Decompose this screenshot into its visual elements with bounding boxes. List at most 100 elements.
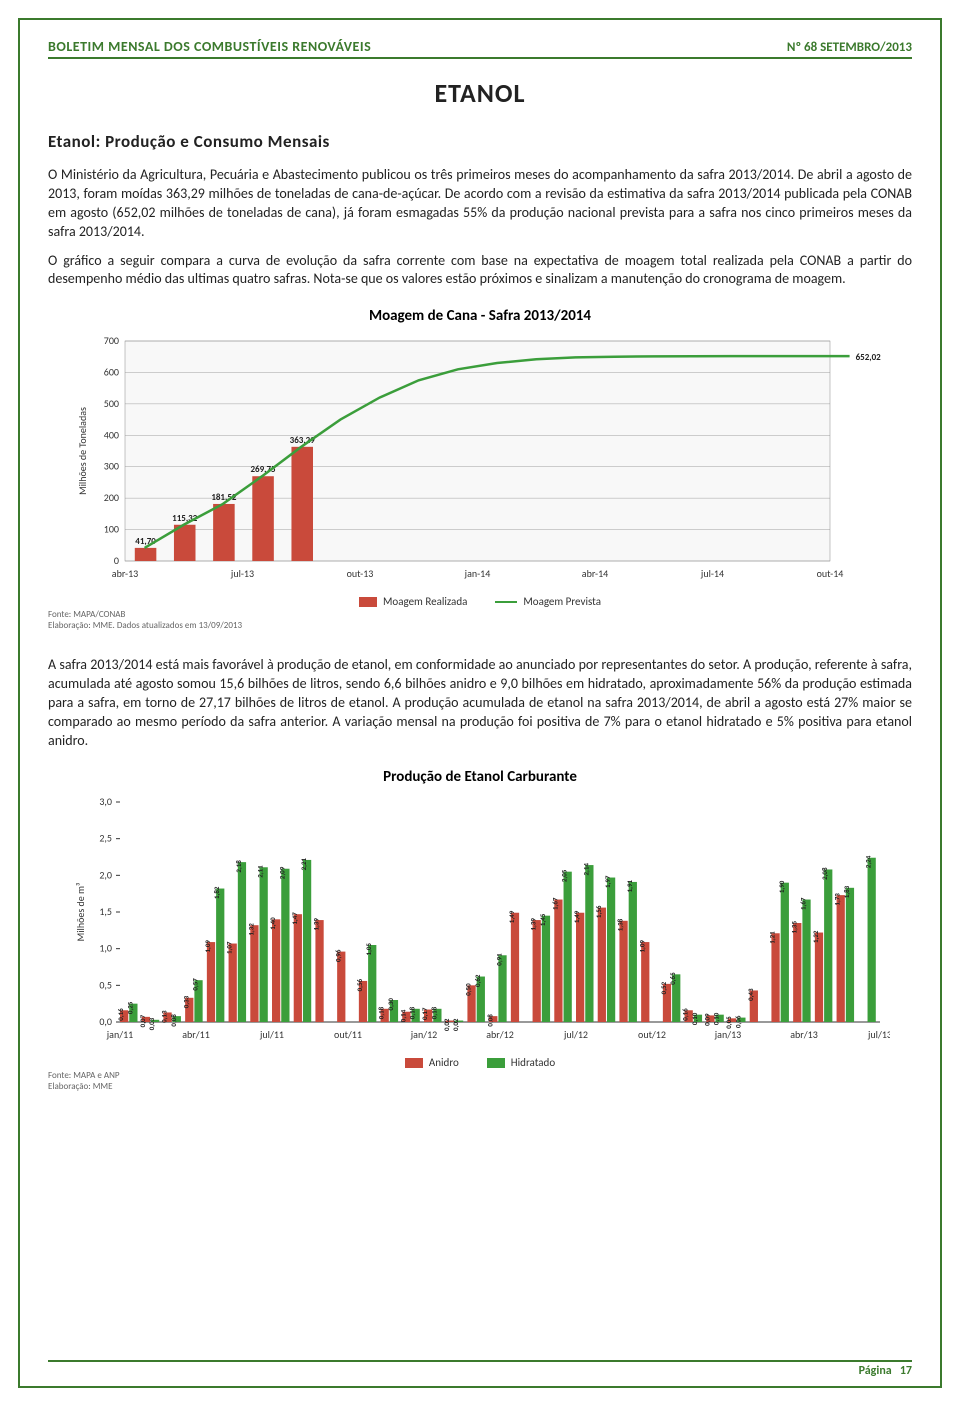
chart2-legend-hidratado: Hidratado <box>487 1056 555 1069</box>
section-title: ETANOL <box>48 77 912 109</box>
svg-text:0,08: 0,08 <box>485 1014 494 1027</box>
svg-text:1,45: 1,45 <box>538 914 547 927</box>
svg-text:jul-14: jul-14 <box>700 567 724 580</box>
footer-page-num: 17 <box>900 1364 912 1378</box>
svg-text:300: 300 <box>104 460 119 473</box>
svg-text:1,49: 1,49 <box>572 911 581 924</box>
footer-label: Página <box>859 1364 892 1378</box>
svg-text:0,33: 0,33 <box>181 996 190 1009</box>
svg-text:out/11: out/11 <box>334 1028 362 1041</box>
svg-text:2,21: 2,21 <box>299 858 308 871</box>
svg-text:1,40: 1,40 <box>268 917 277 930</box>
chart1-legend-bar-label: Moagem Realizada <box>383 595 467 608</box>
svg-text:1,5: 1,5 <box>99 905 112 918</box>
paragraph-2: O gráfico a seguir compara a curva de ev… <box>48 252 912 290</box>
chart1-footer2: Elaboração: MME. Dados atualizados em 13… <box>48 620 242 631</box>
paragraph-1: O Ministério da Agricultura, Pecuária e … <box>48 166 912 242</box>
chart2-svg: 0,00,51,01,52,02,53,0jan/11abr/11jul/11o… <box>70 792 890 1052</box>
chart2-legend-anidro: Anidro <box>405 1056 459 1069</box>
svg-text:jul/12: jul/12 <box>563 1028 588 1041</box>
chart1-legend-line-label: Moagem Prevista <box>523 595 601 608</box>
chart1-footer: Fonte: MAPA/CONAB Elaboração: MME. Dados… <box>48 610 912 632</box>
svg-text:1,91: 1,91 <box>625 880 634 893</box>
svg-text:0,96: 0,96 <box>333 950 342 963</box>
chart2-footer1: Fonte: MAPA e ANP <box>48 1070 120 1081</box>
legend-swatch-bar <box>359 597 377 607</box>
svg-text:0,30: 0,30 <box>386 998 395 1011</box>
svg-text:41,70: 41,70 <box>135 536 156 547</box>
svg-text:0,91: 0,91 <box>495 953 504 966</box>
svg-text:1,73: 1,73 <box>833 893 842 906</box>
svg-text:1,09: 1,09 <box>203 940 212 953</box>
svg-text:1,49: 1,49 <box>507 911 516 924</box>
svg-text:abr/13: abr/13 <box>790 1028 818 1041</box>
svg-text:1,38: 1,38 <box>616 919 625 932</box>
chart2-footer2: Elaboração: MME <box>48 1081 113 1092</box>
svg-text:0,16: 0,16 <box>116 1008 125 1021</box>
svg-text:1,83: 1,83 <box>842 886 851 899</box>
svg-text:0,06: 0,06 <box>733 1016 742 1029</box>
svg-text:0,14: 0,14 <box>398 1010 407 1023</box>
svg-text:0,16: 0,16 <box>681 1008 690 1021</box>
svg-text:0,18: 0,18 <box>408 1007 417 1020</box>
svg-text:1,39: 1,39 <box>529 918 538 931</box>
svg-text:0,65: 0,65 <box>668 972 677 985</box>
svg-text:1,56: 1,56 <box>594 906 603 919</box>
chart1-footer1: Fonte: MAPA/CONAB <box>48 609 125 620</box>
svg-text:1,0: 1,0 <box>99 942 112 955</box>
svg-text:0,43: 0,43 <box>746 988 755 1001</box>
svg-text:0,25: 0,25 <box>125 1002 134 1015</box>
svg-text:700: 700 <box>104 334 119 347</box>
svg-text:0,07: 0,07 <box>138 1015 147 1028</box>
svg-text:0,56: 0,56 <box>355 979 364 992</box>
svg-text:0,17: 0,17 <box>420 1007 429 1020</box>
svg-text:3,0: 3,0 <box>99 795 112 808</box>
svg-text:0: 0 <box>114 554 119 567</box>
legend-swatch-line <box>495 601 517 603</box>
svg-text:1,90: 1,90 <box>777 881 786 894</box>
svg-text:0,02: 0,02 <box>442 1018 451 1031</box>
svg-text:abr/11: abr/11 <box>182 1028 210 1041</box>
svg-text:2,08: 2,08 <box>820 867 829 880</box>
svg-text:0,02: 0,02 <box>451 1018 460 1031</box>
svg-text:abr-13: abr-13 <box>112 567 138 580</box>
chart1-title: Moagem de Cana - Safra 2013/2014 <box>48 307 912 325</box>
chart2-footer: Fonte: MAPA e ANP Elaboração: MME <box>48 1071 912 1093</box>
svg-text:0,0: 0,0 <box>99 1015 112 1028</box>
svg-text:1,39: 1,39 <box>312 918 321 931</box>
svg-text:1,22: 1,22 <box>811 930 820 943</box>
chart2-legend-anidro-label: Anidro <box>429 1056 459 1069</box>
chart-moagem: Moagem de Cana - Safra 2013/2014 0100200… <box>48 307 912 632</box>
header-left: BOLETIM MENSAL DOS COMBUSTÍVEIS RENOVÁVE… <box>48 38 371 55</box>
svg-text:abr/12: abr/12 <box>486 1028 514 1041</box>
legend-swatch-hidratado <box>487 1058 505 1068</box>
svg-text:2,14: 2,14 <box>581 863 590 876</box>
svg-text:2,18: 2,18 <box>234 860 243 873</box>
svg-text:400: 400 <box>104 429 119 442</box>
svg-text:jan-14: jan-14 <box>464 567 491 580</box>
svg-text:0,50: 0,50 <box>464 983 473 996</box>
chart-producao: Produção de Etanol Carburante 0,00,51,01… <box>48 768 912 1093</box>
svg-text:1,07: 1,07 <box>225 941 234 954</box>
chart2-legend: Anidro Hidratado <box>48 1056 912 1069</box>
svg-text:0,52: 0,52 <box>659 982 668 995</box>
svg-text:out/12: out/12 <box>638 1028 666 1041</box>
svg-text:0,5: 0,5 <box>99 979 112 992</box>
svg-text:Milhões de Toneladas: Milhões de Toneladas <box>76 407 89 495</box>
svg-text:out-14: out-14 <box>817 567 844 580</box>
svg-text:1,67: 1,67 <box>799 897 808 910</box>
svg-text:600: 600 <box>104 366 119 379</box>
paragraph-3: A safra 2013/2014 está mais favorável à … <box>48 656 912 750</box>
svg-text:200: 200 <box>104 491 119 504</box>
svg-text:2,11: 2,11 <box>256 865 265 878</box>
svg-text:jan/12: jan/12 <box>410 1028 437 1041</box>
page-header: BOLETIM MENSAL DOS COMBUSTÍVEIS RENOVÁVE… <box>48 38 912 59</box>
svg-text:0,09: 0,09 <box>702 1013 711 1026</box>
svg-text:1,47: 1,47 <box>290 912 299 925</box>
svg-text:652,02: 652,02 <box>856 352 882 363</box>
svg-text:1,09: 1,09 <box>637 940 646 953</box>
chart1-legend-line: Moagem Prevista <box>495 595 601 608</box>
svg-text:jan/13: jan/13 <box>714 1028 741 1041</box>
svg-text:0,57: 0,57 <box>191 978 200 991</box>
svg-text:0,03: 0,03 <box>147 1018 156 1031</box>
